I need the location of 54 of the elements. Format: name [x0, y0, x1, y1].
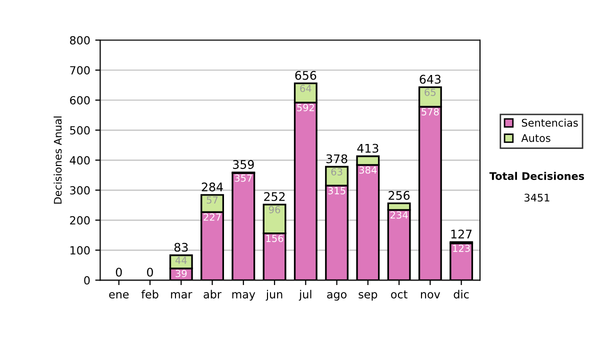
y-axis-title: Decisiones Anual: [54, 116, 62, 204]
data-label: 357: [234, 174, 252, 182]
data-label: 123: [453, 244, 470, 252]
x-tick-label: ago: [327, 292, 347, 301]
total-label: 256: [388, 190, 410, 200]
total-label: 656: [295, 70, 316, 80]
data-label: 592: [297, 104, 314, 112]
total-label: 252: [264, 192, 285, 202]
y-tick-label: 400: [70, 156, 90, 165]
x-tick-label: feb: [141, 290, 158, 298]
data-label: 63: [331, 168, 342, 176]
y-tick-label: 700: [70, 66, 90, 75]
total-label: 127: [451, 230, 472, 238]
data-label: 39: [176, 270, 187, 278]
total-label: 359: [233, 160, 254, 169]
x-tick-label: ene: [109, 292, 129, 298]
total-label: 284: [202, 182, 223, 192]
y-tick-label: 0: [84, 276, 90, 285]
x-tick-label: mar: [171, 292, 192, 298]
y-tick-label: 600: [70, 96, 90, 105]
data-label: 156: [266, 234, 284, 242]
y-tick-label: 800: [70, 36, 90, 44]
x-tick-label: jun: [266, 290, 282, 301]
x-tick-label: jul: [298, 290, 312, 301]
text: 3451: [524, 194, 550, 202]
x-tick-label: dic: [454, 290, 469, 298]
data-label: 64: [300, 84, 312, 92]
y-tick-label: 300: [70, 186, 90, 195]
text: Total Decisiones: [489, 172, 584, 180]
x-tick-label: abr: [204, 290, 222, 298]
x-tick-label: may: [232, 292, 256, 301]
data-label: 227: [204, 213, 221, 221]
data-label: 578: [422, 108, 439, 116]
data-label: 96: [268, 206, 280, 214]
data-label: 384: [359, 166, 377, 174]
x-tick-label: oct: [391, 290, 408, 298]
total-label: 0: [147, 268, 153, 277]
total-label: 83: [174, 242, 188, 252]
y-tick-label: 200: [70, 216, 90, 225]
x-tick-label: nov: [420, 292, 440, 298]
legend-label: Autos: [521, 134, 550, 142]
total-label: 643: [420, 74, 441, 84]
legend-label: Sentencias: [522, 118, 578, 127]
data-label: 65: [424, 88, 436, 96]
total-label: 0: [116, 268, 122, 277]
data-label: 57: [206, 196, 218, 204]
total-label: 378: [326, 154, 348, 164]
total-label: 413: [357, 144, 378, 153]
y-tick-label: 500: [70, 126, 90, 135]
data-label: 234: [390, 211, 408, 219]
data-label: 315: [328, 187, 346, 194]
data-label: 44: [175, 256, 187, 264]
x-tick-label: sep: [358, 292, 378, 301]
y-tick-label: 100: [70, 246, 90, 255]
